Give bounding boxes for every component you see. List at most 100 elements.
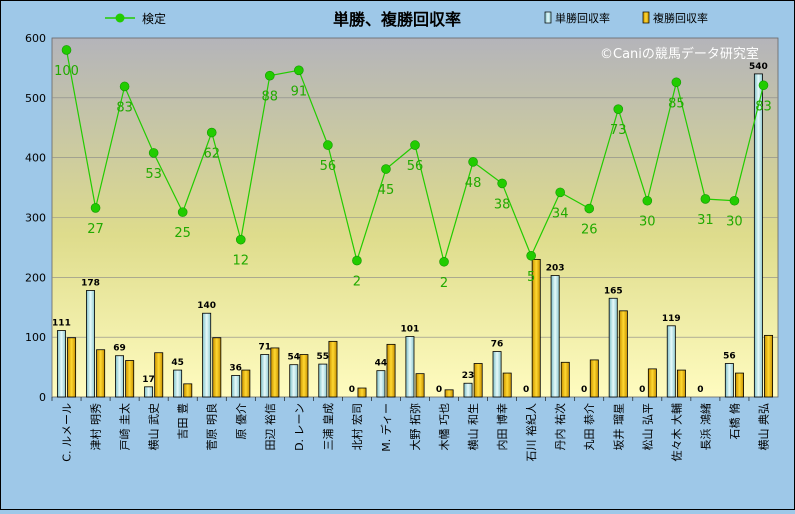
- y-tick-label: 100: [25, 331, 46, 344]
- kentei-point: [61, 45, 72, 55]
- x-tick-label: 石橋 脩: [727, 403, 741, 440]
- bar-fukusho: [560, 361, 570, 398]
- bar-tansho: [289, 364, 299, 398]
- kentei-point: [758, 80, 769, 91]
- kentei-label: 62: [203, 147, 220, 162]
- bar-tansho: [463, 382, 473, 398]
- bar-fukusho: [67, 337, 77, 398]
- kentei-label: 30: [726, 215, 743, 230]
- kentei-point: [206, 127, 217, 138]
- bar-fukusho: [618, 310, 628, 398]
- x-tick-label: 佐々木 大輔: [669, 403, 683, 462]
- kentei-label: 2: [353, 275, 361, 290]
- bar-value-label: 203: [546, 264, 565, 274]
- x-tick-label: M. ディー: [379, 403, 393, 452]
- legend-line-marker: [115, 13, 125, 23]
- bar-tansho: [86, 290, 95, 398]
- x-tick-label: 松山 弘平: [640, 403, 654, 451]
- x-tick-label: 原 優介: [235, 403, 248, 440]
- bar-tansho: [666, 325, 676, 398]
- x-tick-label: 内田 博幸: [495, 403, 509, 451]
- bar-fukusho: [328, 340, 338, 398]
- bar-fukusho: [764, 334, 774, 398]
- bar-value-label: 165: [604, 286, 623, 296]
- kentei-point: [671, 77, 682, 88]
- kentei-label: 83: [116, 100, 133, 115]
- grid-layer: [52, 97, 778, 338]
- kentei-label: 25: [174, 226, 191, 241]
- kentei-point: [555, 187, 566, 198]
- bar-fukusho: [735, 372, 744, 398]
- legend-bar2-label: 複勝回収率: [653, 11, 708, 25]
- bar-tansho: [56, 330, 66, 398]
- kentei-label: 38: [494, 197, 511, 212]
- bar-fukusho: [589, 359, 599, 398]
- kentei-point: [148, 148, 159, 158]
- bar-tansho: [115, 355, 125, 398]
- kentei-point: [584, 203, 595, 214]
- y-tick-label: 400: [25, 152, 46, 165]
- kentei-point: [90, 203, 101, 213]
- bar-value-label: 76: [491, 340, 504, 350]
- bar-fukusho: [212, 337, 222, 398]
- bar-fukusho: [154, 352, 164, 398]
- x-tick-label: 木幡 巧也: [437, 403, 451, 451]
- kentei-point: [497, 178, 507, 189]
- kentei-label: 56: [320, 159, 337, 174]
- bar-fukusho: [473, 363, 483, 398]
- bar-tansho: [550, 275, 560, 398]
- kentei-label: 5: [527, 270, 535, 285]
- bar-value-label: 36: [229, 363, 242, 373]
- kentei-label: 88: [262, 90, 279, 105]
- kentei-label: 30: [639, 215, 656, 230]
- bar-value-label: 0: [523, 385, 529, 395]
- bar-value-label: 178: [81, 278, 100, 288]
- legend-bar1-swatch: [544, 11, 552, 24]
- kentei-point: [119, 81, 130, 92]
- watermark: ©Caniの競馬データ研究室: [600, 46, 759, 62]
- bar-fukusho: [183, 383, 193, 398]
- bar-fukusho: [415, 373, 425, 398]
- kentei-label: 100: [54, 64, 79, 79]
- x-tick-label: 菅原 明良: [205, 403, 219, 451]
- kentei-label: 2: [440, 276, 448, 291]
- kentei-point: [439, 256, 449, 267]
- legend-line-label: 検定: [142, 11, 166, 26]
- bar-tansho: [231, 375, 241, 398]
- y-tick-label: 300: [25, 212, 46, 225]
- kentei-label: 48: [465, 176, 482, 191]
- kentei-label: 73: [610, 123, 627, 138]
- x-tick-label: 津村 明秀: [89, 403, 103, 451]
- kentei-point: [264, 70, 275, 81]
- bar-fukusho: [386, 343, 396, 398]
- bar-tansho: [144, 386, 154, 398]
- bar-tansho: [724, 363, 734, 398]
- kentei-label: 26: [581, 223, 598, 238]
- x-tick-label: C. ルメール: [61, 403, 74, 462]
- x-tick-label: 横山 和生: [466, 403, 480, 451]
- bar-fukusho: [676, 369, 686, 398]
- x-tick-label: 石川 裕紀人: [525, 403, 538, 462]
- y-tick-label: 500: [25, 92, 46, 105]
- x-tick-label: 吉田 豊: [177, 403, 190, 440]
- legend: 検定 単勝回収率 複勝回収率: [105, 11, 708, 26]
- bar-value-label: 0: [349, 385, 355, 395]
- kentei-point: [642, 195, 653, 206]
- kentei-label: 83: [755, 99, 772, 114]
- kentei-point: [729, 195, 740, 206]
- kentei-label: 45: [378, 183, 395, 198]
- kentei-label: 85: [668, 96, 685, 111]
- x-tick-label: 丸田 恭介: [583, 403, 596, 451]
- bar-tansho: [318, 363, 328, 398]
- bar-value-label: 101: [401, 325, 420, 335]
- bar-fukusho: [299, 354, 309, 398]
- bar-tansho: [173, 369, 183, 398]
- bar-value-label: 54: [288, 353, 301, 363]
- legend-bar1-label: 単勝回収率: [555, 11, 610, 25]
- chart-title: 単勝、複勝回収率: [333, 10, 461, 29]
- kentei-label: 34: [552, 206, 569, 221]
- x-tick-label: 戸崎 圭太: [118, 403, 132, 451]
